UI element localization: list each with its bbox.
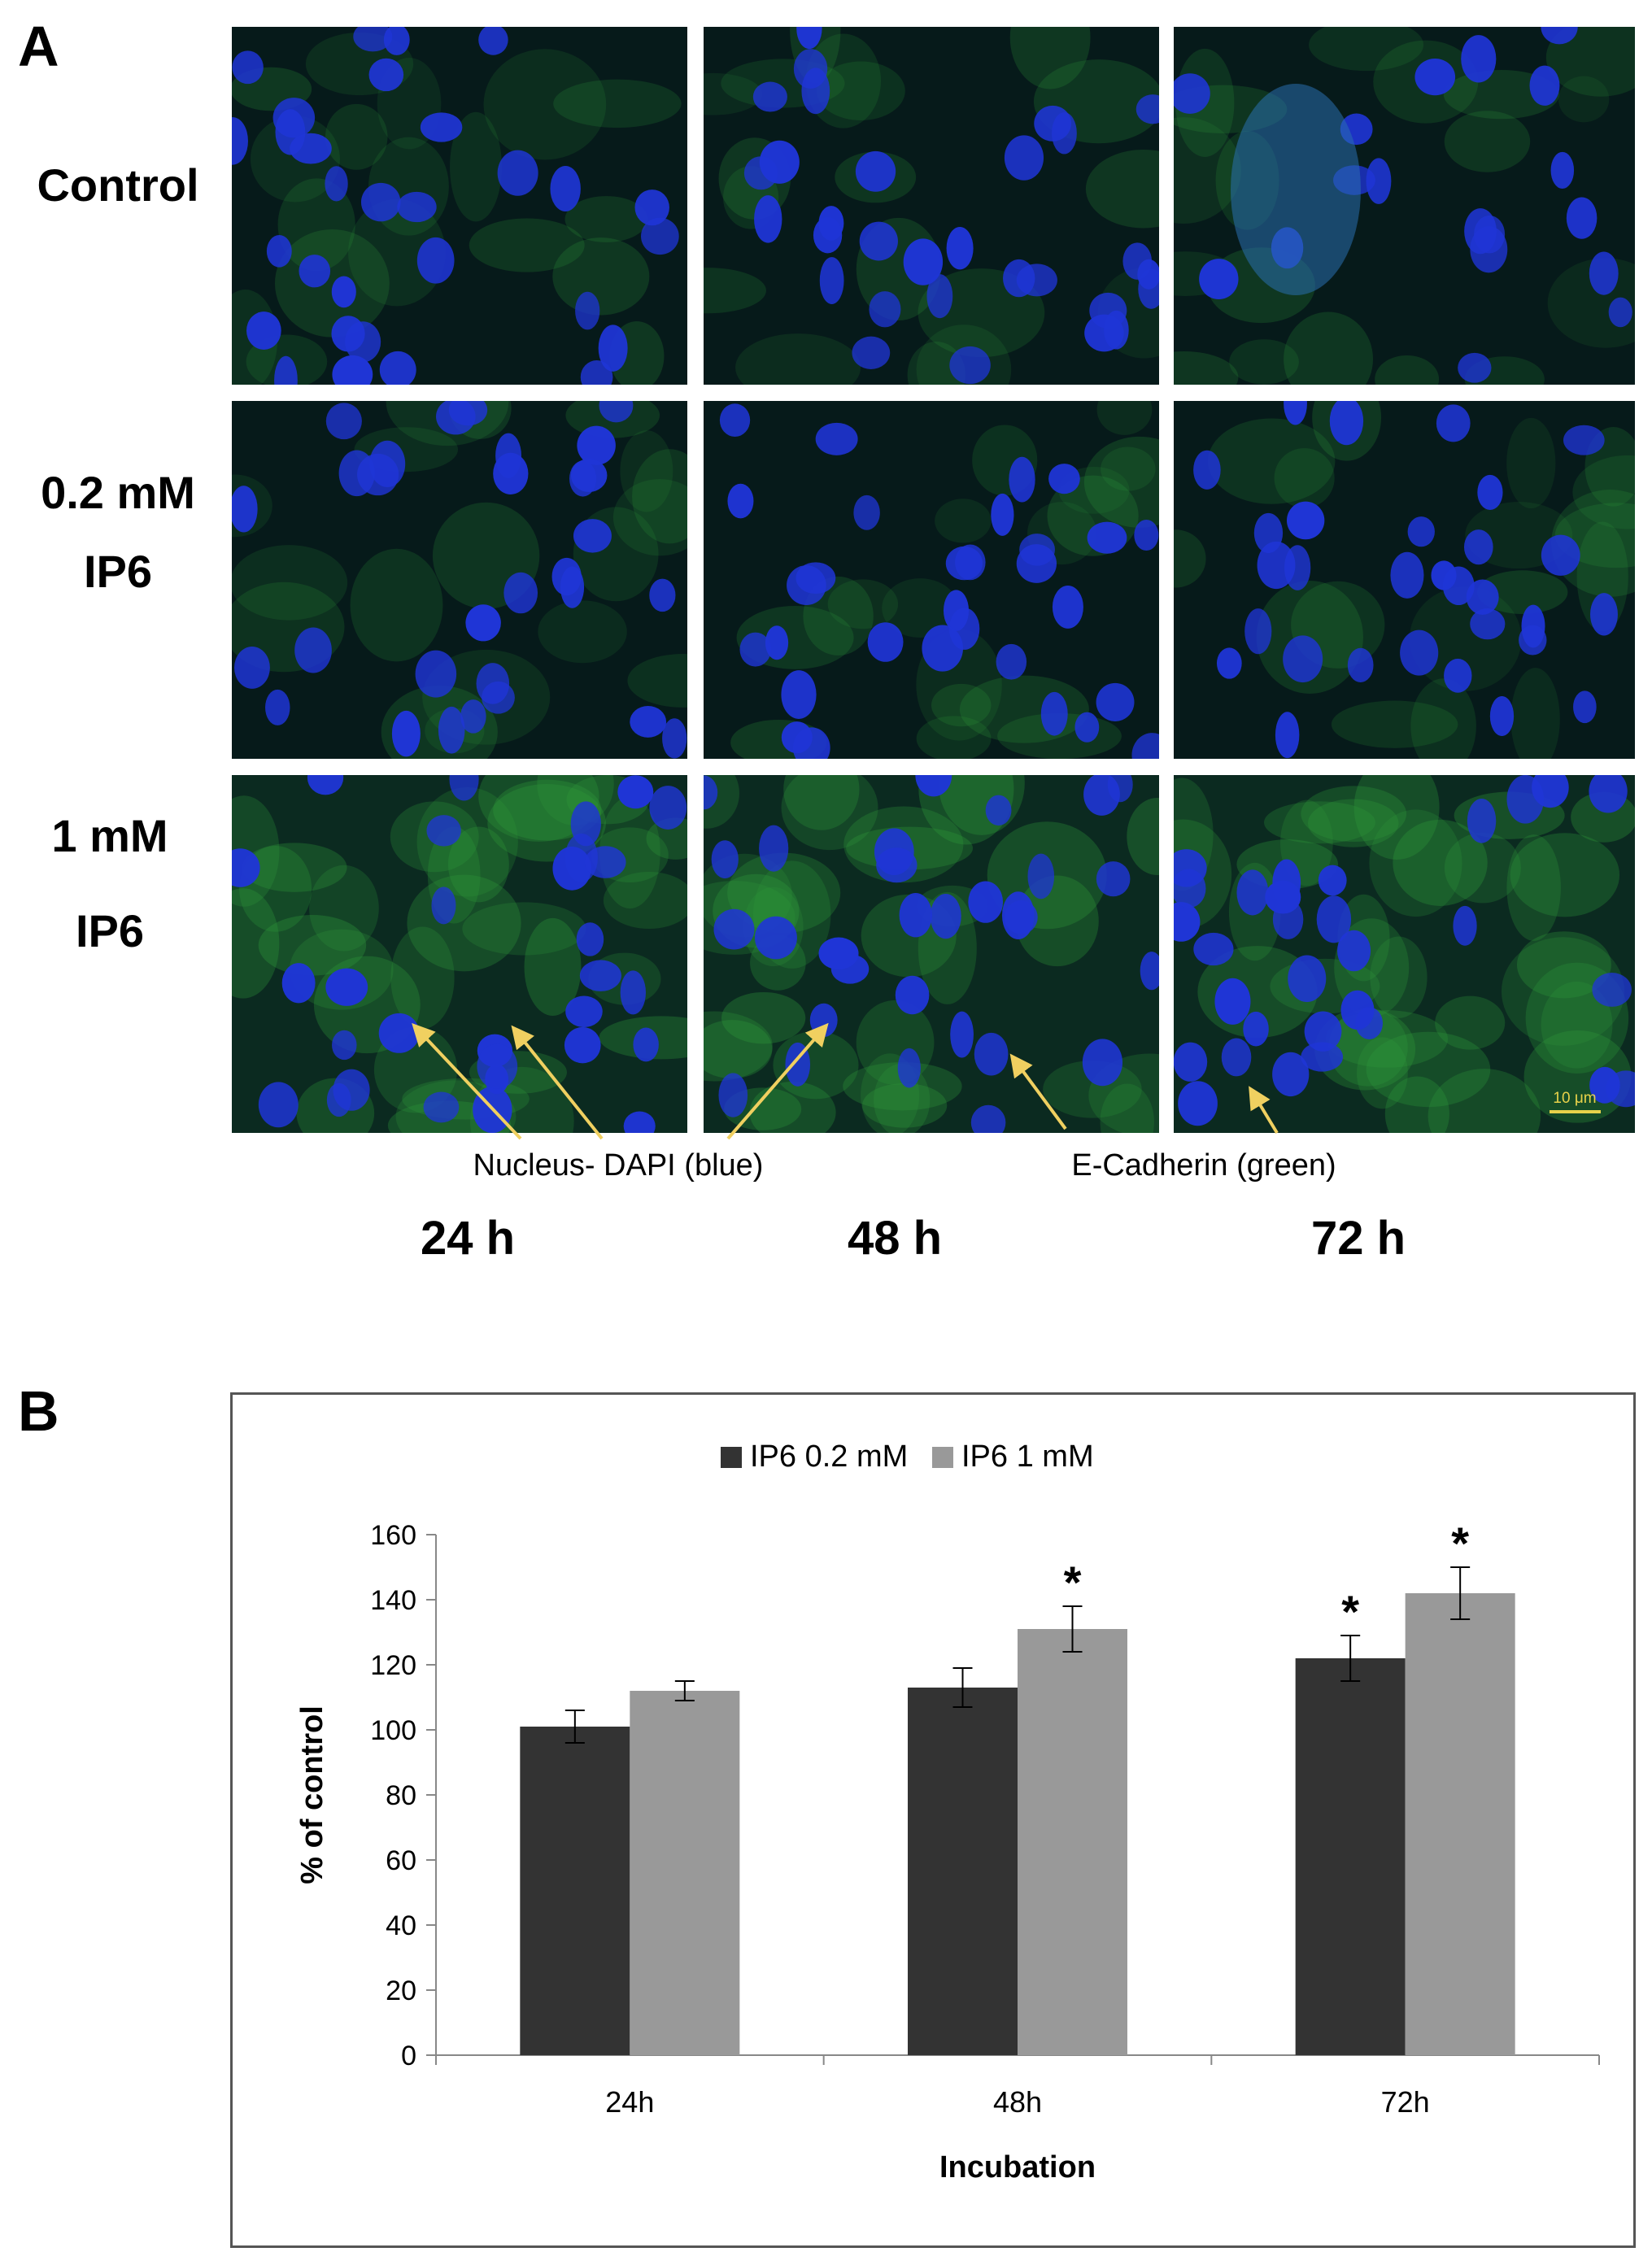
micrograph-02mm-48h — [704, 401, 1159, 759]
y-tick-label: 100 — [370, 1715, 416, 1746]
bar — [1295, 1658, 1406, 2055]
significance-marker: * — [1451, 1518, 1469, 1569]
bar — [630, 1691, 740, 2055]
row-label-02mm: 0.2 mM — [41, 467, 195, 518]
micrograph-control-48h — [704, 27, 1159, 385]
y-tick-label: 120 — [370, 1650, 416, 1681]
arrow-icon — [726, 1022, 829, 1140]
panel-b-letter: B — [18, 1379, 59, 1443]
bar — [1405, 1593, 1515, 2055]
y-tick-label: 20 — [386, 1975, 416, 2006]
arrow-icon — [511, 1025, 604, 1140]
micrograph-1mm-72h — [1174, 775, 1635, 1133]
scale-bar-label: 10 μm — [1553, 1090, 1596, 1107]
significance-marker: * — [1064, 1557, 1082, 1608]
y-axis-title: % of control — [295, 1705, 329, 1884]
panel-a-letter: A — [18, 15, 59, 78]
micrograph-02mm-72h — [1174, 401, 1635, 759]
bar — [908, 1688, 1018, 2055]
column-label-24h: 24 h — [420, 1212, 516, 1265]
stain-label-nucleus: Nucleus- DAPI (blue) — [473, 1148, 764, 1183]
chart-frame: IP6 0.2 mM IP6 1 mM 0 20 40 60 80 100 120 140 160 2… — [230, 1392, 1636, 2248]
micrograph-control-24h — [232, 27, 687, 385]
x-tick-label: 72h — [1381, 2085, 1430, 2119]
bar-chart: IP6 0.2 mM IP6 1 mM 0 20 40 60 80 100 120 140 160 2… — [295, 1440, 1600, 2184]
legend-label: IP6 0.2 mM — [750, 1440, 908, 1474]
column-label-72h: 72 h — [1310, 1212, 1406, 1265]
arrow-overlay: 10 μm — [412, 1022, 1601, 1140]
x-tick-label: 48h — [993, 2085, 1042, 2119]
legend-swatch — [721, 1447, 742, 1468]
legend-label: IP6 1 mM — [961, 1440, 1094, 1474]
y-tick-label: 140 — [370, 1585, 416, 1616]
row-label-1mm-ip6: IP6 — [75, 905, 145, 956]
stain-label-cadherin: E-Cadherin (green) — [1071, 1148, 1336, 1183]
y-tick-label: 40 — [386, 1910, 416, 1941]
significance-marker: * — [1341, 1586, 1359, 1637]
arrow-icon — [1009, 1053, 1067, 1130]
x-tick-label: 24h — [605, 2085, 654, 2119]
arrow-icon — [412, 1022, 522, 1140]
micrograph-control-72h — [1174, 27, 1635, 385]
y-tick-label: 60 — [386, 1845, 416, 1876]
bar — [520, 1727, 630, 2055]
micrograph-02mm-24h — [232, 401, 687, 759]
y-tick-label: 80 — [386, 1780, 416, 1811]
y-tick-label: 0 — [401, 2041, 416, 2071]
column-label-48h: 48 h — [847, 1212, 943, 1265]
y-tick-label: 160 — [370, 1520, 416, 1551]
x-axis-title: Incubation — [939, 2150, 1096, 2184]
row-label-02mm-ip6: IP6 — [83, 546, 153, 597]
row-label-1mm: 1 mM — [51, 810, 168, 861]
arrow-icon — [1249, 1086, 1279, 1135]
row-label-control: Control — [37, 159, 199, 211]
bar — [1018, 1629, 1127, 2055]
legend-swatch — [932, 1447, 953, 1468]
